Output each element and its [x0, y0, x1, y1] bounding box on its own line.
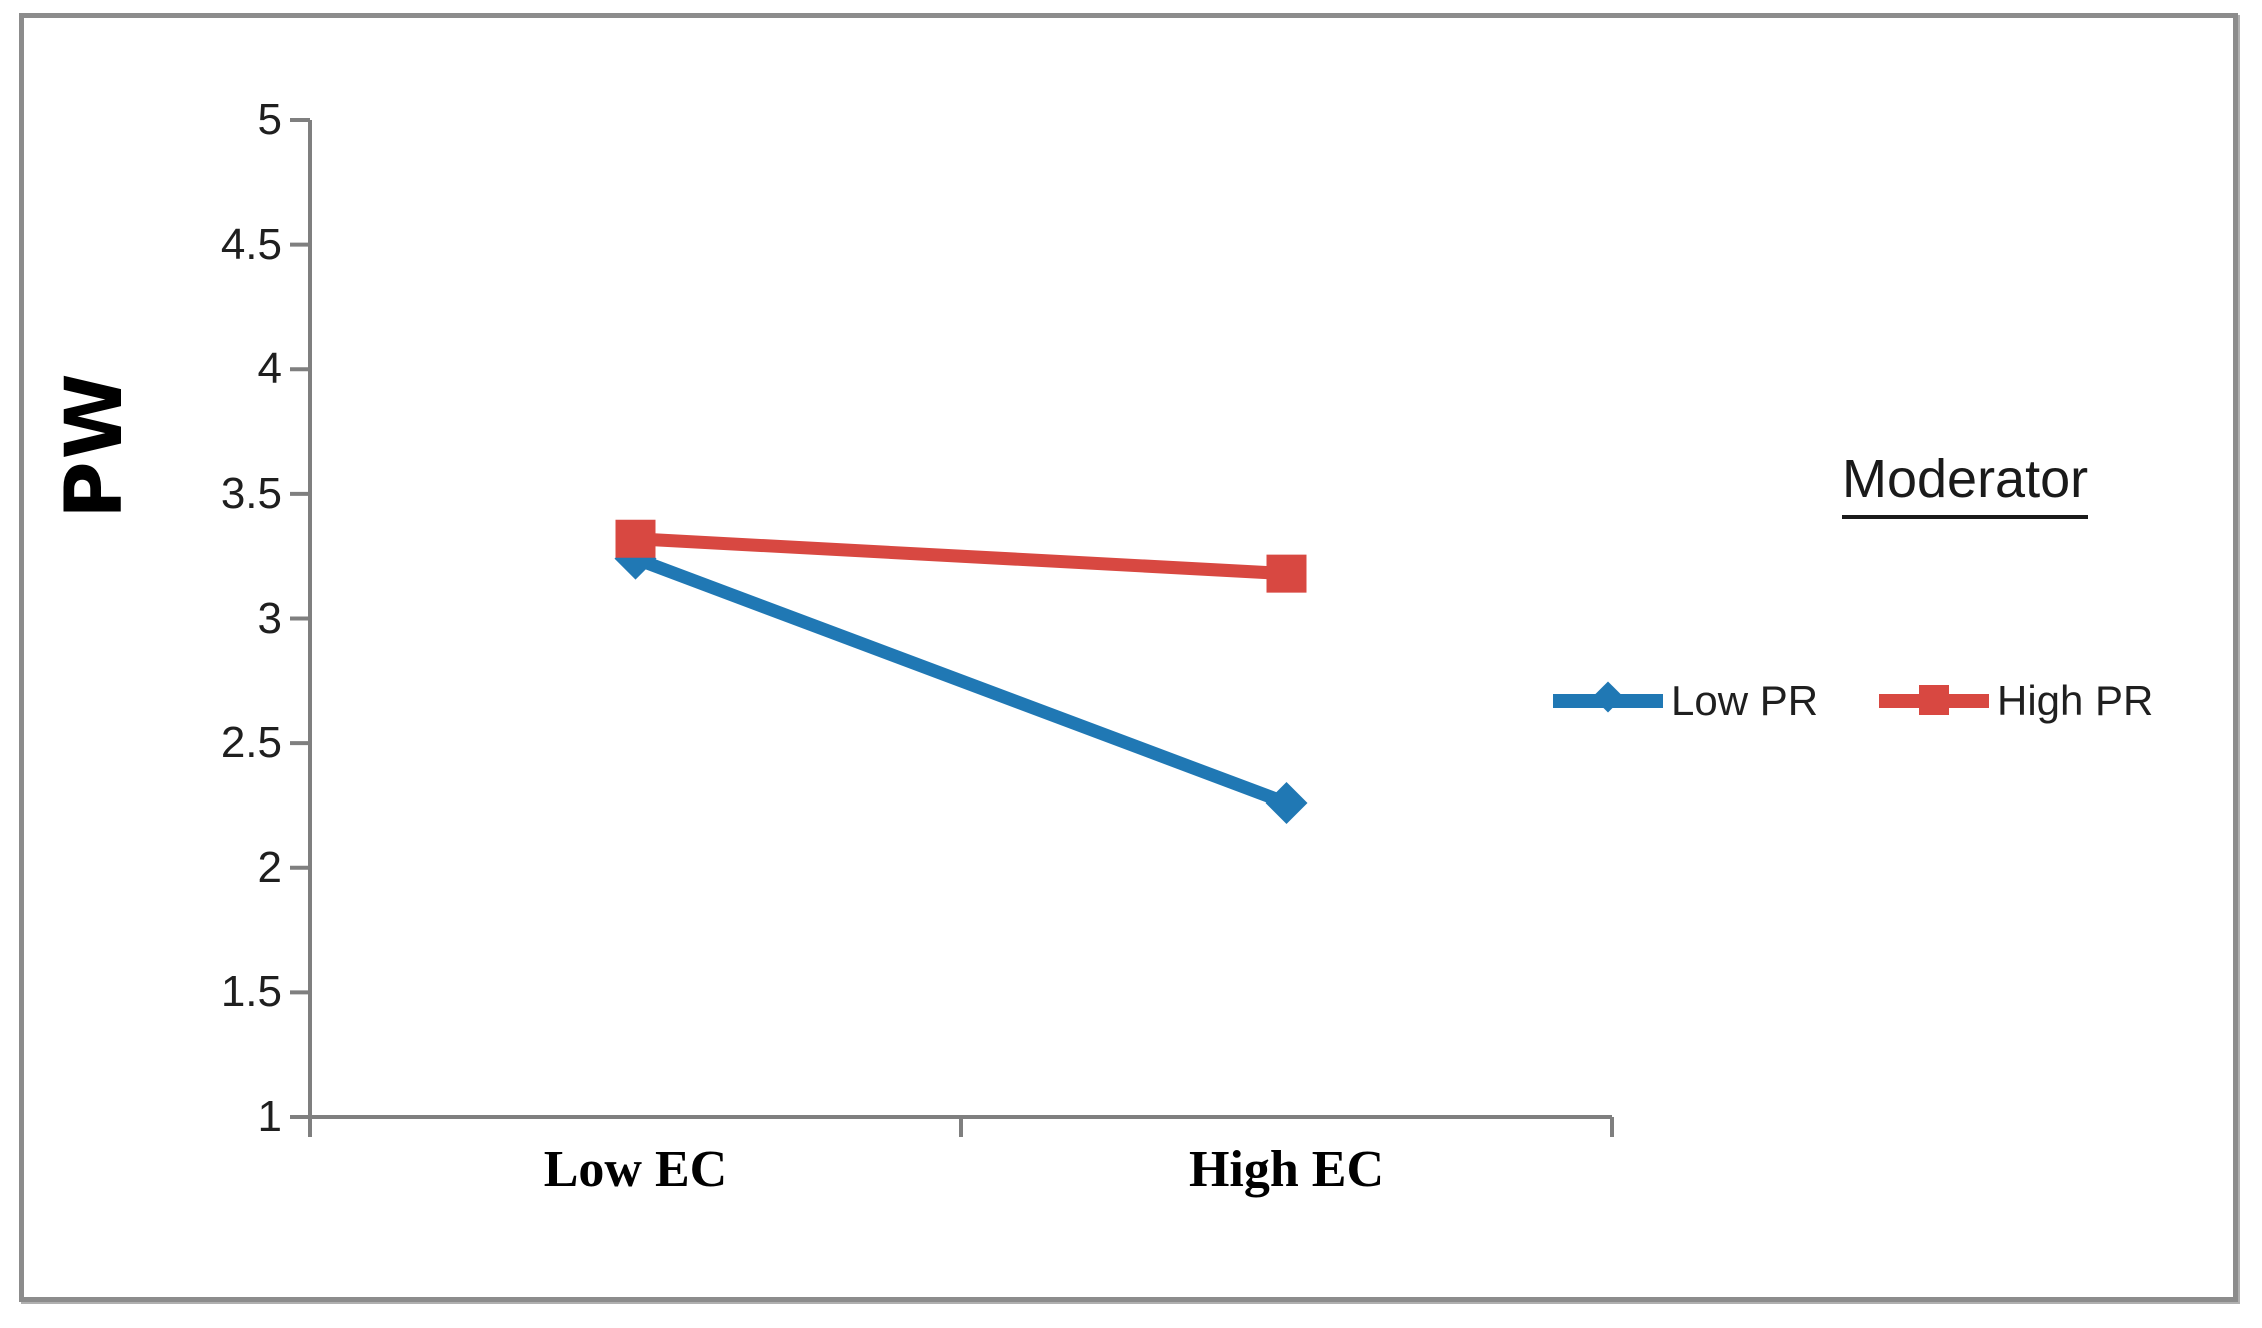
- x-category-label: High EC: [1188, 1141, 1385, 1198]
- y-tick-label: 3.5: [220, 468, 282, 518]
- y-tick-label: 4: [257, 344, 282, 394]
- y-tick-label: 5: [257, 95, 282, 144]
- figure-border: [19, 13, 2238, 1302]
- legend-line-high-pr: [1879, 685, 1989, 715]
- diamond-marker-icon: [1592, 681, 1624, 713]
- marker-square-1: [615, 519, 656, 558]
- marker-square-1: [1266, 554, 1307, 593]
- y-tick-label: 1: [257, 1092, 282, 1141]
- series-line-0: [633, 552, 1289, 810]
- square-marker-icon: [1919, 685, 1949, 715]
- y-tick-label: 1.5: [220, 967, 282, 1017]
- legend-label-low-pr: Low PR: [1671, 677, 1819, 724]
- legend-item-high-pr: High PR: [1879, 672, 2153, 730]
- legend-item-low-pr: Low PR: [1553, 672, 1818, 730]
- y-tick-label: 4.5: [220, 219, 282, 269]
- y-tick-label: 2.5: [220, 718, 282, 768]
- marker-diamond-0: [1265, 781, 1308, 824]
- legend-line-low-pr: [1553, 681, 1663, 713]
- y-tick-label: 3: [257, 593, 282, 643]
- series-line-1: [635, 532, 1287, 581]
- legend-title: Moderator: [1842, 448, 2089, 519]
- y-tick-label: 2: [257, 842, 282, 892]
- legend-label-high-pr: High PR: [1997, 677, 2154, 724]
- x-category-label: Low EC: [543, 1141, 728, 1198]
